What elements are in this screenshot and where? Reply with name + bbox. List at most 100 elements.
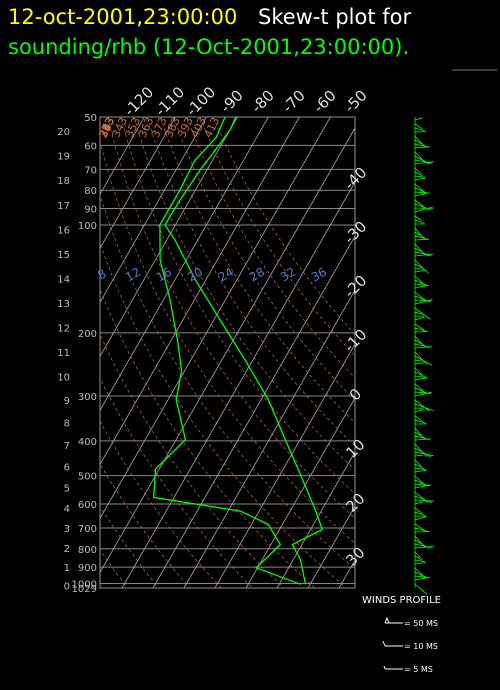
isotherm: [100, 117, 238, 358]
dry-adiabat: [100, 333, 284, 588]
height-label: 6: [64, 463, 70, 474]
isotherm: [152, 235, 355, 588]
wind-scale-label: = 10 MS: [404, 642, 438, 651]
pressure-label: 600: [78, 500, 97, 511]
isotherm: [100, 117, 176, 250]
pressure-label: 200: [78, 329, 97, 340]
pressure-label: 500: [78, 472, 97, 483]
pressure-label: 90: [84, 205, 97, 216]
height-label: 3: [64, 524, 70, 535]
isotherm: [100, 117, 145, 196]
pressure-label: 80: [84, 186, 97, 197]
isotherm: [307, 505, 355, 588]
plot-area: [0, 117, 355, 588]
dry-adiabat: [100, 377, 253, 588]
height-label: 20: [57, 127, 70, 138]
wind-scale-label: = 50 MS: [404, 619, 438, 628]
dry-adiabat: [173, 117, 355, 401]
isotherm: [100, 117, 207, 304]
dry-adiabat: [107, 117, 355, 519]
moist-label: 28: [247, 265, 267, 285]
wind-legend-title: WINDS PROFILE: [362, 595, 441, 606]
moist-label: 36: [309, 265, 329, 285]
dry-adiabat: [100, 139, 355, 544]
dewpoint-profile: [152, 117, 301, 585]
dry-adiabat: [186, 117, 355, 379]
isotherm-label: -20: [340, 272, 370, 302]
moist-label: 20: [185, 265, 205, 285]
height-label: 16: [57, 225, 70, 236]
wind-scale-barb: [384, 616, 403, 624]
isotherm-label: -70: [279, 86, 309, 116]
height-label: 13: [57, 299, 70, 310]
height-label: 17: [57, 201, 70, 212]
isotherm-label: -110: [151, 83, 188, 120]
isotherm: [121, 181, 355, 588]
dry-adiabat: [146, 117, 355, 447]
isotherm-label: -120: [120, 83, 157, 120]
isotherm-label: 30: [342, 543, 368, 569]
dry-adiabat: [100, 420, 222, 588]
height-label: 8: [64, 419, 70, 430]
isotherm-label: -50: [341, 86, 371, 116]
moist-label: 8: [95, 267, 109, 283]
pressure-label: 1000: [72, 580, 97, 591]
isotherm-label: -10: [340, 326, 370, 356]
height-label: 2: [64, 544, 70, 555]
header-subtitle: sounding/rhb (12-Oct-2001,23:00:00).: [8, 35, 409, 59]
isotherm-label: 20: [342, 489, 368, 515]
height-label: 12: [57, 324, 70, 335]
pressure-label: 1029: [72, 584, 97, 595]
dry-adiabat: [100, 242, 347, 588]
height-label: 19: [57, 152, 70, 163]
height-label: 10: [57, 372, 70, 383]
height-label: 7: [64, 441, 70, 452]
isotherm: [214, 343, 355, 588]
height-label: 1: [64, 563, 70, 574]
dry-adiabat: [100, 193, 355, 570]
isotherm-label: -30: [340, 218, 370, 248]
moist-label: 32: [278, 265, 298, 285]
isotherm: [276, 451, 355, 588]
header-date: 12-oct-2001,23:00:00: [8, 5, 237, 29]
height-label: 5: [64, 484, 70, 495]
isotherm: [100, 127, 355, 574]
wind-barbs: [414, 117, 435, 595]
dry-adiabat: [100, 288, 316, 588]
pressure-label: 100: [78, 221, 97, 232]
dry-adiabat: [0, 117, 96, 588]
pressure-label: 60: [84, 141, 97, 152]
pressure-label: 400: [78, 437, 97, 448]
isotherm-label: -90: [217, 86, 247, 116]
moist-label: 24: [216, 265, 236, 285]
isotherm: [183, 289, 355, 588]
height-label: 9: [64, 396, 70, 407]
dry-adiabat: [199, 117, 355, 357]
height-label: 4: [64, 504, 70, 515]
wind-scale-barb: [382, 640, 403, 647]
temperature-profile: [164, 117, 324, 585]
isotherm-label: -80: [248, 86, 278, 116]
isotherm-label: -100: [182, 83, 219, 120]
isotherm-label: -60: [310, 86, 340, 116]
isotherm: [100, 117, 300, 466]
dry-adiabat: [133, 117, 355, 471]
isotherm: [100, 117, 331, 520]
pressure-label: 900: [78, 563, 97, 574]
isotherm: [245, 397, 355, 588]
wind-scale-label: = 5 MS: [404, 665, 433, 674]
pressure-label: 70: [84, 165, 97, 176]
height-label: 14: [57, 274, 70, 285]
height-label: 18: [57, 176, 70, 187]
pressure-label: 700: [78, 524, 97, 535]
height-label: 15: [57, 250, 70, 261]
isotherm: [100, 117, 269, 412]
moist-label: 12: [123, 265, 143, 285]
isotherm-label: 10: [342, 435, 368, 461]
pressure-label: 50: [84, 113, 97, 124]
pressure-label: 300: [78, 392, 97, 403]
wind-scale-barb: [383, 665, 403, 670]
pressure-label: 800: [78, 545, 97, 556]
dry-adiabat: [160, 117, 355, 424]
